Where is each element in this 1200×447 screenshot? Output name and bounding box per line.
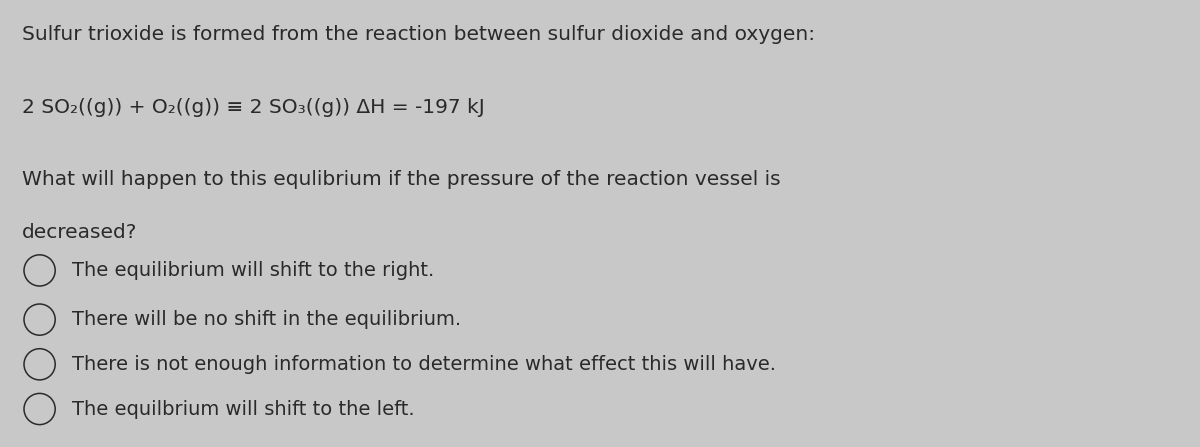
- Text: The equilibrium will shift to the right.: The equilibrium will shift to the right.: [72, 261, 434, 280]
- Text: There is not enough information to determine what effect this will have.: There is not enough information to deter…: [72, 355, 776, 374]
- Text: What will happen to this equlibrium if the pressure of the reaction vessel is: What will happen to this equlibrium if t…: [22, 170, 780, 189]
- Text: The equilbrium will shift to the left.: The equilbrium will shift to the left.: [72, 400, 415, 418]
- Text: Sulfur trioxide is formed from the reaction between sulfur dioxide and oxygen:: Sulfur trioxide is formed from the react…: [22, 25, 815, 44]
- Text: decreased?: decreased?: [22, 224, 137, 243]
- Text: 2 SO₂((g)) + O₂((g)) ≡ 2 SO₃((g)) ΔH = -197 kJ: 2 SO₂((g)) + O₂((g)) ≡ 2 SO₃((g)) ΔH = -…: [22, 98, 485, 118]
- Text: There will be no shift in the equilibrium.: There will be no shift in the equilibriu…: [72, 310, 461, 329]
